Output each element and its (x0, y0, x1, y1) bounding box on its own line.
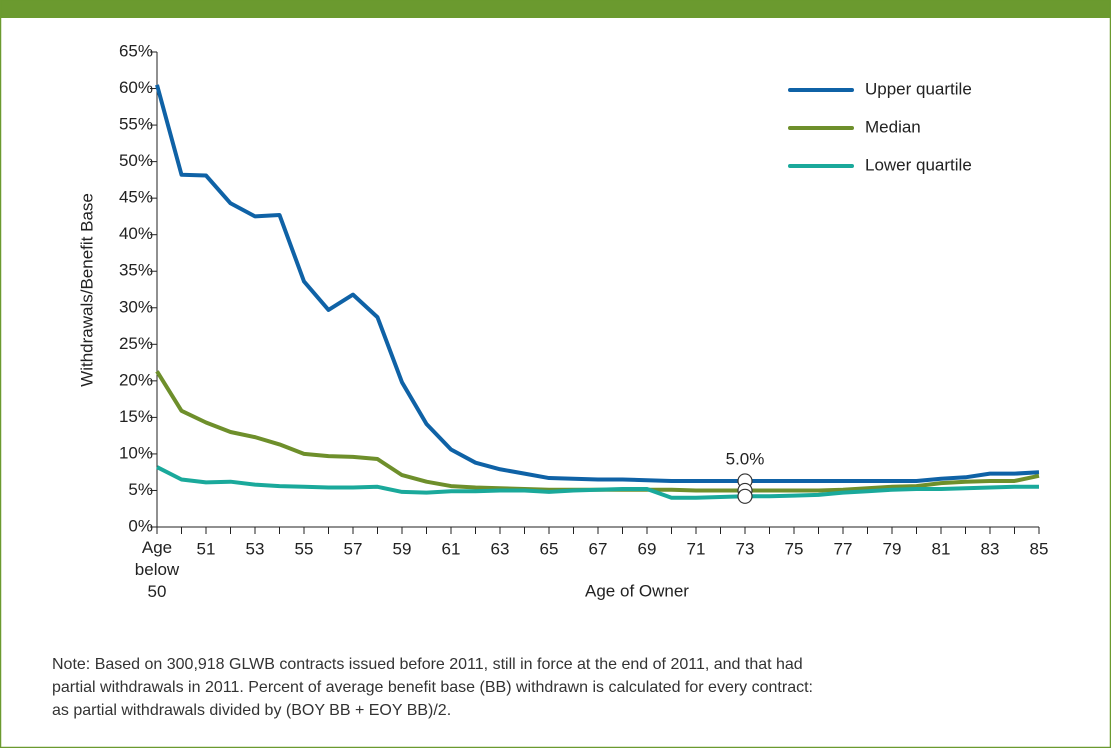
x-tick-label: 53 (246, 539, 265, 558)
x-tick-label: 51 (197, 539, 216, 558)
y-tick-label: 0% (128, 516, 153, 535)
annotation-marker (737, 488, 753, 504)
note: as partial withdrawals divided by (BOY B… (52, 702, 451, 719)
y-tick-label: 55% (119, 115, 153, 134)
x-tick-label: 59 (393, 539, 412, 558)
y-tick-label: 50% (119, 151, 153, 170)
y-tick-label: 45% (119, 188, 153, 207)
y-tick-label: 15% (119, 407, 153, 426)
y-tick-label: 10% (119, 443, 153, 462)
x-axis-label: Age of Owner (585, 581, 689, 600)
series-line (156, 465, 1039, 500)
x-tick-label: 79 (883, 539, 902, 558)
x-tick-label-box: Age below 50 (134, 538, 180, 601)
series-line (155, 84, 1040, 483)
x-tick-label: 61 (442, 539, 461, 558)
y-tick-label: 40% (119, 224, 153, 243)
y-tick-label: 35% (119, 261, 153, 280)
series-line (155, 370, 1040, 493)
y-tick-label: 65% (119, 41, 153, 60)
y-axis-label: Withdrawals/Benefit Base (77, 193, 96, 387)
x-tick-label: 71 (687, 539, 706, 558)
y-tick-label: 20% (119, 370, 153, 389)
x-tick-label: 63 (491, 539, 510, 558)
legend-label: Upper quartile (865, 79, 972, 98)
legend-label: Lower quartile (865, 155, 972, 174)
x-tick-label: 55 (295, 539, 314, 558)
legend-label: Median (865, 117, 921, 136)
y-tick-label: 60% (119, 78, 153, 97)
annotation: 5.0% (726, 449, 765, 468)
note: partial withdrawals in 2011. Percent of … (52, 679, 813, 696)
x-tick-label: Age below 50 (134, 538, 180, 601)
x-tick-label: 57 (344, 539, 363, 558)
x-tick-label: 85 (1030, 539, 1049, 558)
y-tick-label: 30% (119, 297, 153, 316)
x-tick-label: 81 (932, 539, 951, 558)
x-tick-label: 73 (736, 539, 755, 558)
y-tick-label: 5% (128, 480, 153, 499)
note: Note: Based on 300,918 GLWB contracts is… (52, 656, 803, 673)
top-bar (0, 0, 1111, 18)
x-tick-label: 83 (981, 539, 1000, 558)
y-tick-label: 25% (119, 334, 153, 353)
x-tick-label: 69 (638, 539, 657, 558)
x-tick-label: 75 (785, 539, 804, 558)
x-tick-label: 65 (540, 539, 559, 558)
x-tick-label: 77 (834, 539, 853, 558)
x-tick-label: 67 (589, 539, 608, 558)
